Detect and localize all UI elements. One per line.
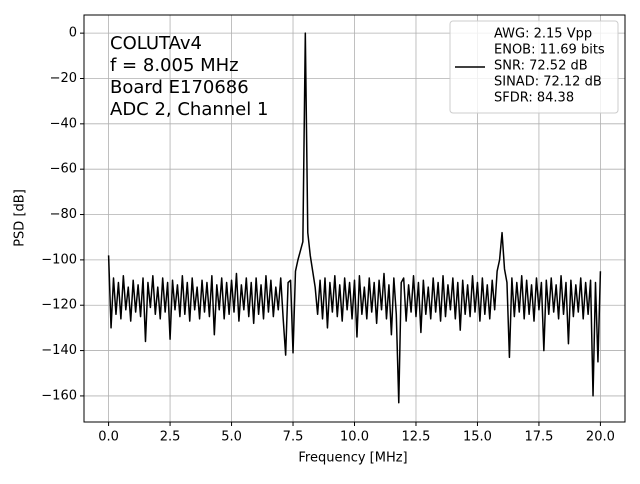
y-tick-label: −60 <box>50 162 77 177</box>
x-tick-label: 15.0 <box>463 430 492 445</box>
data-line <box>107 32 602 404</box>
annotation: ADC 2, Channel 1 <box>110 99 268 120</box>
x-tick-label: 5.0 <box>221 430 242 445</box>
y-tick-label: −20 <box>50 71 77 86</box>
y-tick-label: −140 <box>41 343 77 358</box>
legend-label: ENOB: 11.69 bits <box>494 43 605 58</box>
annotation: f = 8.005 MHz <box>110 55 239 76</box>
annotation: Board E170686 <box>110 77 249 98</box>
y-tick-label: −40 <box>50 116 77 131</box>
x-tick-label: 0.0 <box>98 430 119 445</box>
x-tick-label: 17.5 <box>524 430 553 445</box>
x-tick-label: 7.5 <box>283 430 304 445</box>
y-axis-label: PSD [dB] <box>13 189 28 247</box>
x-tick-label: 10.0 <box>340 430 369 445</box>
legend-label: SINAD: 72.12 dB <box>494 75 602 90</box>
y-tick-label: −160 <box>41 388 77 403</box>
x-tick-label: 2.5 <box>160 430 181 445</box>
legend-box <box>449 20 619 114</box>
x-tick-label: 20.0 <box>586 430 615 445</box>
y-tick-label: −120 <box>41 298 77 313</box>
legend-label: AWG: 2.15 Vpp <box>494 27 592 42</box>
x-tick-label: 12.5 <box>402 430 431 445</box>
y-tick-label: 0 <box>69 26 77 41</box>
legend-label: SNR: 72.52 dB <box>494 59 588 74</box>
y-tick-label: −100 <box>41 252 77 267</box>
x-axis-label: Frequency [MHz] <box>298 451 407 466</box>
y-tick-label: −80 <box>50 207 77 222</box>
legend-label: SFDR: 84.38 <box>494 91 574 106</box>
annotation: COLUTAv4 <box>110 33 202 54</box>
plot-frame <box>83 14 626 423</box>
